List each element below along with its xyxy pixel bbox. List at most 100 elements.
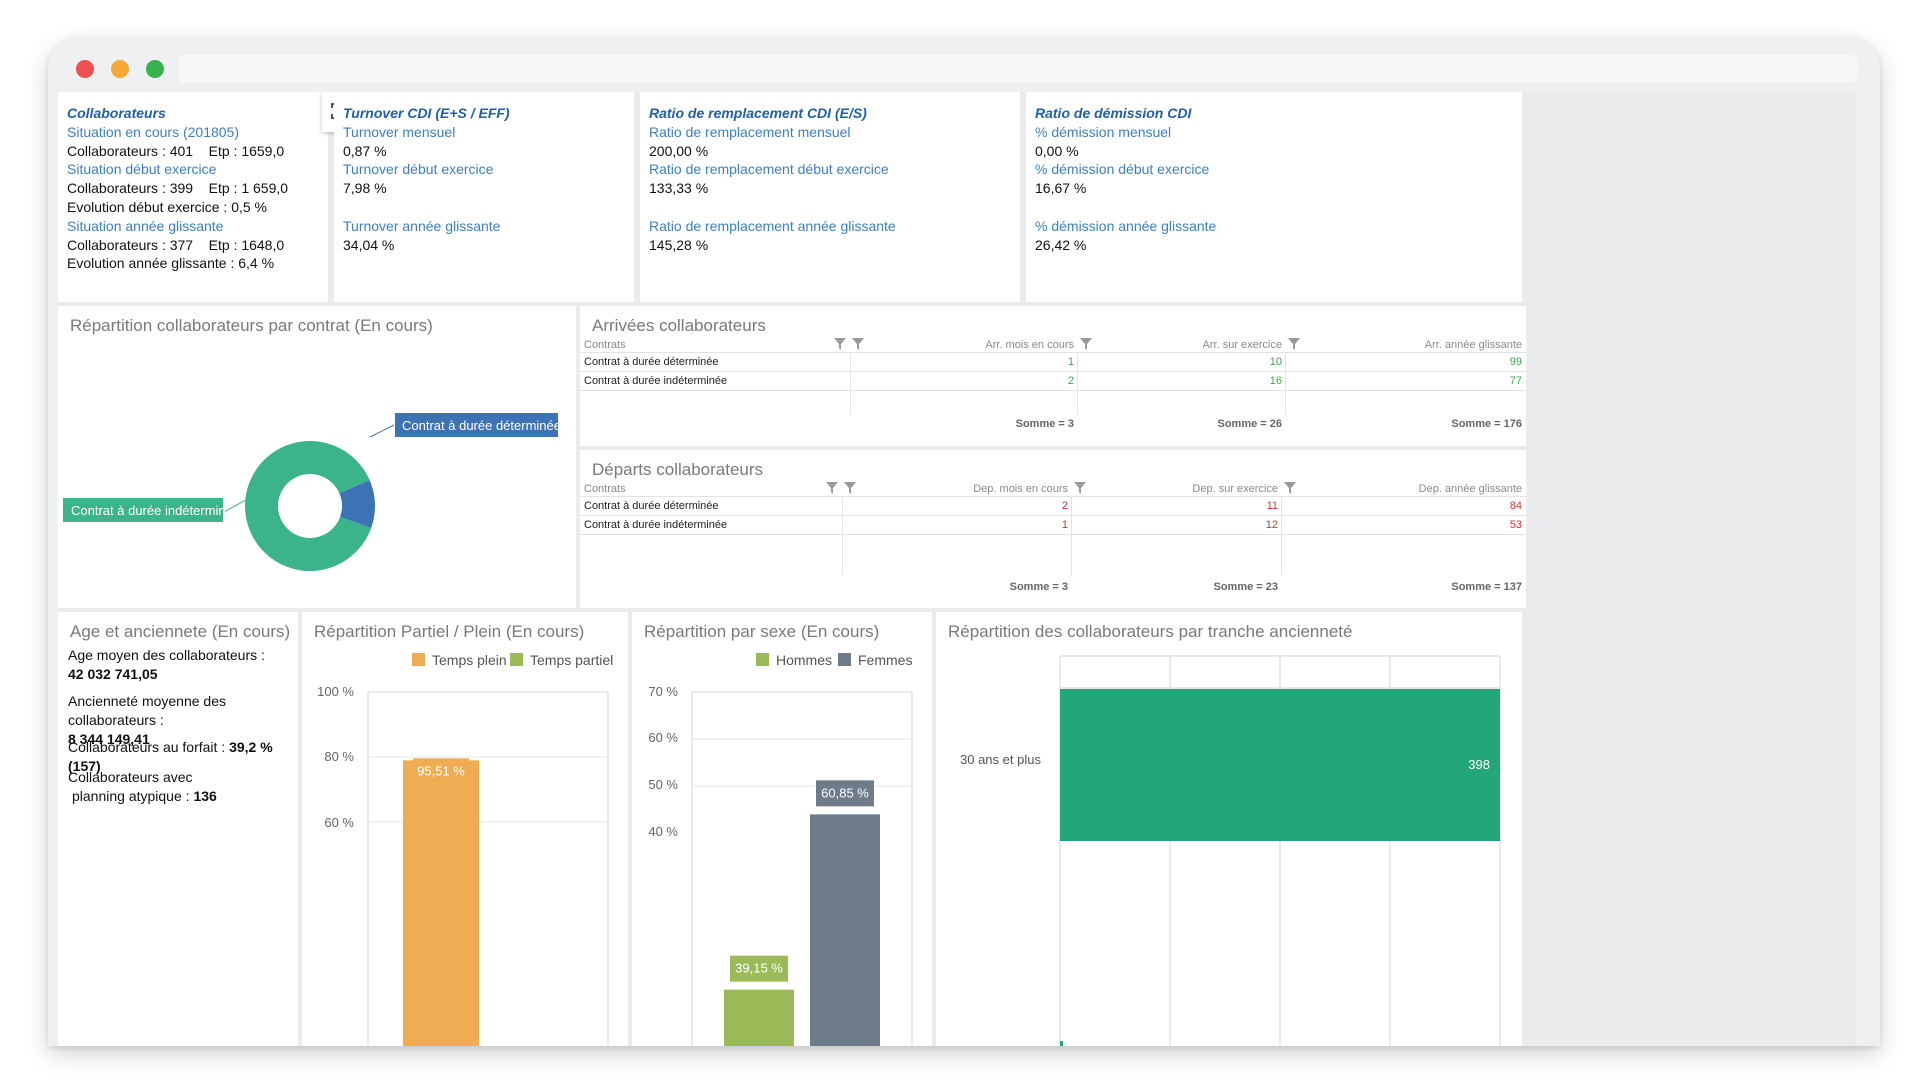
filter-icon[interactable] xyxy=(1288,338,1300,350)
close-window-button[interactable] xyxy=(76,60,94,78)
partiel-plein-chart: 95,51 % xyxy=(367,691,609,1046)
data-label-box xyxy=(730,955,788,982)
table-cell: 53 xyxy=(1509,519,1522,531)
anciennete-moyenne-text: Ancienneté moyenne des collaborateurs : … xyxy=(68,692,298,749)
kpi-collaborateurs-card: Collaborateurs Situation en cours (201805… xyxy=(58,92,328,302)
column-sum: Somme = 176 xyxy=(1451,418,1522,430)
legend-temps-partiel[interactable]: Temps partiel xyxy=(510,652,613,668)
donut-slice-cdd[interactable] xyxy=(339,480,376,529)
bar-30-ans-et-plus[interactable] xyxy=(1060,689,1500,841)
label-box-cdd xyxy=(395,413,558,437)
anciennete-value: 8 344 149,41 xyxy=(68,731,150,747)
filter-icon[interactable] xyxy=(852,338,864,350)
table-cell: 99 xyxy=(1509,356,1522,368)
filter-icon[interactable] xyxy=(834,338,846,350)
planning-text: Collaborateurs avec planning atypique : … xyxy=(68,768,217,806)
kpi-value: Evolution année glissante : 6,4 % xyxy=(67,255,275,272)
col-header[interactable]: Arr. mois en cours xyxy=(985,339,1074,351)
label-box-cdi xyxy=(63,498,223,522)
kpi-title: Collaborateurs xyxy=(67,105,166,121)
kpi-subtitle: Situation en cours (201805) xyxy=(67,123,239,140)
maximize-window-button[interactable] xyxy=(146,60,164,78)
col-header[interactable]: Dep. année glissante xyxy=(1418,483,1522,495)
data-label-femmes: 60,85 % xyxy=(821,785,869,800)
kpi-subtitle: Turnover mensuel xyxy=(343,123,456,140)
col-header[interactable]: Arr. année glissante xyxy=(1424,339,1522,351)
kpi-value: 0,87 % xyxy=(343,142,387,159)
kpi-value: 16,67 % xyxy=(1035,180,1087,197)
panel-title: Répartition Partiel / Plein (En cours) xyxy=(314,622,585,641)
kpi-subtitle: % démission début exercice xyxy=(1035,161,1210,178)
table-cell: 12 xyxy=(1265,519,1278,531)
address-bar[interactable] xyxy=(178,55,1858,83)
kpi-subtitle: Ratio de remplacement année glissante xyxy=(649,217,896,234)
forfait-label: Collaborateurs au forfait : xyxy=(68,739,230,755)
legend-label: Temps plein xyxy=(432,652,507,668)
filter-icon[interactable] xyxy=(1080,338,1092,350)
kpi-title: Ratio de démission CDI xyxy=(1035,105,1192,121)
column-sum: Somme = 23 xyxy=(1213,581,1278,593)
donut-chart: Contrat à durée déterminée... Contrat à … xyxy=(63,413,572,571)
column-sum: Somme = 3 xyxy=(1009,581,1068,593)
kpi-subtitle: % démission mensuel xyxy=(1035,123,1172,140)
data-label-temps-plein: 95,51 % xyxy=(417,763,465,778)
data-label-box xyxy=(413,758,469,785)
filter-icon[interactable] xyxy=(1284,482,1296,494)
bar-hommes[interactable] xyxy=(724,989,794,1046)
kpi-subtitle: Ratio de remplacement mensuel xyxy=(649,123,851,140)
col-header-contrats[interactable]: Contrats xyxy=(584,339,626,351)
legend-temps-plein[interactable]: Temps plein xyxy=(412,652,507,668)
kpi-value: Evolution début exercice : 0,5 % xyxy=(67,198,268,215)
column-sum: Somme = 137 xyxy=(1451,581,1522,593)
data-label-box xyxy=(816,780,874,807)
bar-temps-plein[interactable] xyxy=(403,760,479,1046)
kpi-turnover-card: Turnover CDI (E+S / EFF) Turnover mensuel… xyxy=(334,92,634,302)
kpi-value: 145,28 % xyxy=(649,236,709,253)
filter-icon[interactable] xyxy=(826,482,838,494)
panel-title: Répartition des collaborateurs par tranc… xyxy=(948,622,1353,641)
legend-hommes[interactable]: Hommes xyxy=(756,652,832,668)
y-tick-label: 40 % xyxy=(648,824,678,839)
donut-slice-cdi[interactable] xyxy=(245,441,372,571)
y-tick-label: 80 % xyxy=(324,749,354,764)
kpi-value: 0,00 % xyxy=(1035,142,1079,159)
kpi-subtitle: % démission année glissante xyxy=(1035,217,1217,234)
y-tick-label: 70 % xyxy=(648,684,678,699)
table-cell: 84 xyxy=(1509,500,1522,512)
col-header[interactable]: Arr. sur exercice xyxy=(1202,339,1282,351)
col-header-contrats[interactable]: Contrats xyxy=(584,483,626,495)
column-sum: Somme = 3 xyxy=(1015,418,1074,430)
table-cell: 2 xyxy=(1061,500,1068,512)
app-window: Collaborateurs Situation en cours (201805… xyxy=(48,38,1880,1046)
sexe-chart: 39,15 % 60,85 % xyxy=(691,691,913,1046)
legend-label: Hommes xyxy=(776,652,833,668)
kpi-value: 7,98 % xyxy=(343,180,387,197)
legend-swatch xyxy=(838,653,851,666)
legend-swatch xyxy=(510,653,523,666)
leader-line-cdd xyxy=(369,424,395,438)
kpi-title: Ratio de remplacement CDI (E/S) xyxy=(649,105,867,121)
kpi-subtitle: Turnover année glissante xyxy=(343,217,501,234)
forfait-value: 39,2 % (157) xyxy=(68,739,273,774)
panel-title: Répartition par sexe (En cours) xyxy=(644,622,880,641)
planning-value: 136 xyxy=(193,788,217,804)
col-header[interactable]: Dep. mois en cours xyxy=(973,483,1068,495)
filter-icon[interactable] xyxy=(844,482,856,494)
departs-panel: Départs collaborateurs Contrats Dep. mois… xyxy=(580,450,1526,608)
col-header[interactable]: Dep. sur exercice xyxy=(1192,483,1278,495)
legend-femmes[interactable]: Femmes xyxy=(838,652,912,668)
kpi-value: Collaborateurs : 401 Etp : 1659,0 xyxy=(67,142,285,159)
table-cell: 77 xyxy=(1509,375,1522,387)
bar-femmes[interactable] xyxy=(810,814,880,1046)
repartition-contrat-panel: Répartition collaborateurs par contrat (… xyxy=(58,306,576,608)
planning-label-1: Collaborateurs avec xyxy=(68,769,193,785)
data-label-anciennete: 398 xyxy=(1468,757,1490,772)
kpi-title: Turnover CDI (E+S / EFF) xyxy=(343,105,510,121)
column-sum: Somme = 26 xyxy=(1217,418,1282,430)
arrivees-panel: Arrivées collaborateurs Contrats Arr. moi… xyxy=(580,306,1526,446)
kpi-value: 200,00 % xyxy=(649,142,709,159)
filter-icon[interactable] xyxy=(1074,482,1086,494)
minimize-window-button[interactable] xyxy=(111,60,129,78)
anciennete-chart: 398 xyxy=(1059,655,1501,1046)
y-tick-label: 100 % xyxy=(317,684,354,699)
